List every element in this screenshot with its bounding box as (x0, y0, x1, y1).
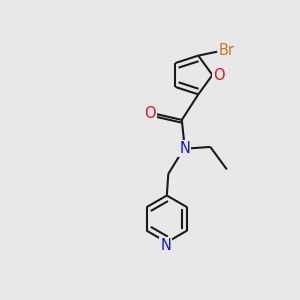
Text: N: N (160, 238, 171, 253)
Text: O: O (213, 68, 225, 82)
Text: Br: Br (219, 43, 235, 58)
Text: O: O (144, 106, 156, 122)
Text: N: N (179, 141, 190, 156)
